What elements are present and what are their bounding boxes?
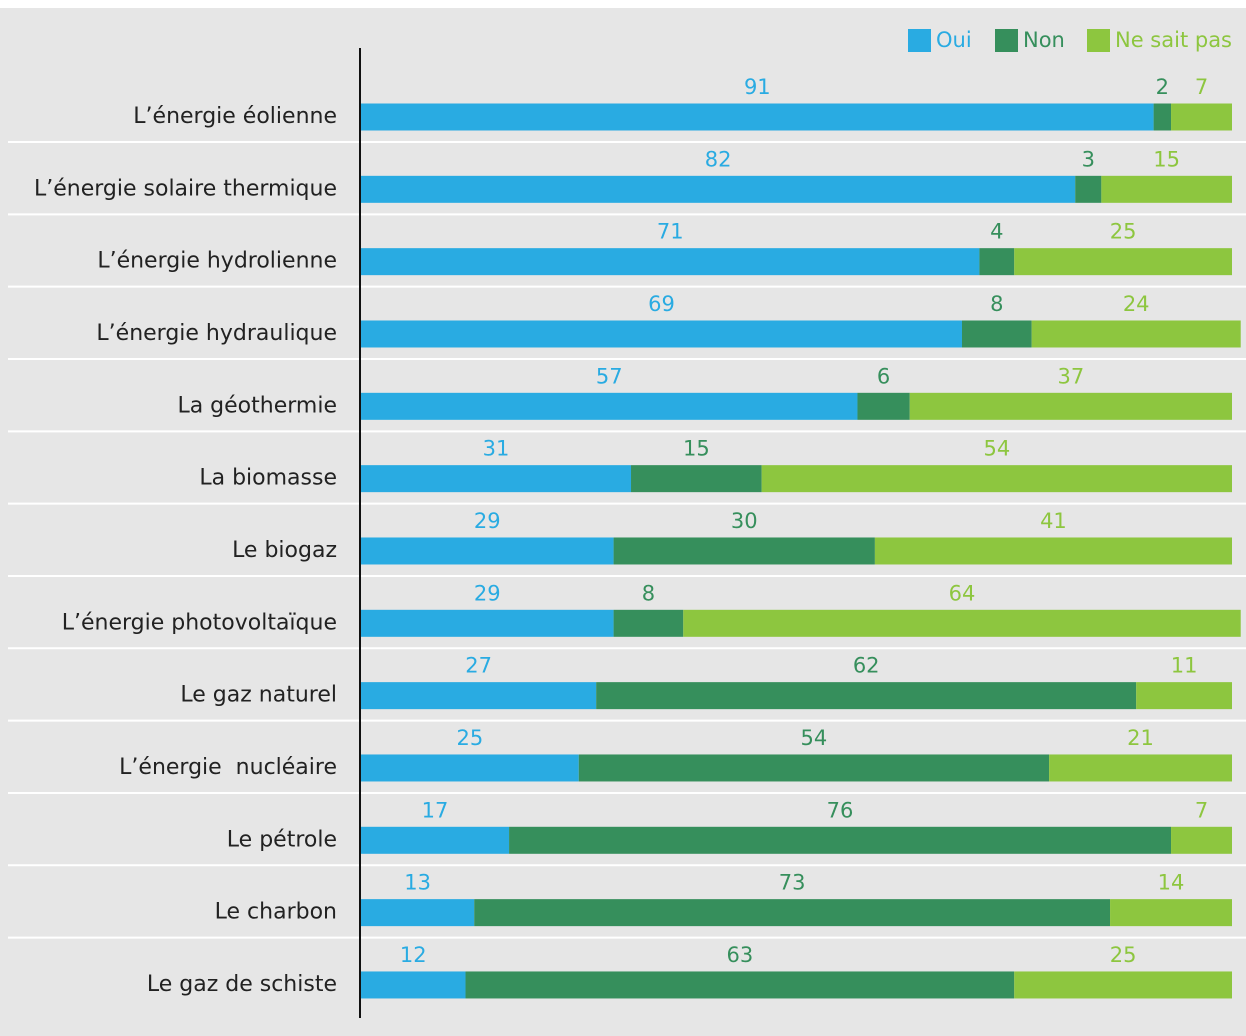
- value-label: 71: [657, 220, 684, 244]
- value-label: 64: [949, 581, 976, 605]
- value-label: 30: [731, 509, 758, 533]
- bar-segment: [361, 609, 614, 637]
- legend-swatch: [995, 29, 1018, 52]
- value-label: 37: [1057, 364, 1084, 388]
- bar-segment: [1014, 971, 1232, 999]
- value-label: 57: [596, 364, 623, 388]
- bar-segment: [361, 392, 858, 420]
- bar-segment: [361, 248, 980, 276]
- bar-segment: [474, 899, 1111, 927]
- value-label: 41: [1040, 509, 1067, 533]
- legend-swatch: [1087, 29, 1110, 52]
- value-label: 11: [1171, 654, 1198, 678]
- value-label: 14: [1158, 871, 1185, 895]
- value-label: 25: [1110, 220, 1137, 244]
- legend-label: Ne sait pas: [1115, 28, 1232, 52]
- value-label: 2: [1156, 75, 1169, 99]
- value-label: 25: [457, 726, 484, 750]
- bar-segment: [361, 103, 1154, 131]
- value-label: 8: [642, 581, 655, 605]
- bar-segment: [361, 682, 597, 710]
- category-label: L’énergie hydraulique: [96, 321, 337, 346]
- bar-segment: [1031, 320, 1241, 348]
- bar-segment: [909, 392, 1232, 420]
- category-label: La géothermie: [177, 393, 337, 418]
- category-label: Le gaz naturel: [180, 683, 337, 708]
- category-label: La biomasse: [199, 466, 337, 491]
- value-label: 69: [648, 292, 675, 316]
- legend-label: Non: [1023, 28, 1065, 52]
- category-label: L’énergie éolienne: [133, 104, 337, 129]
- value-label: 3: [1082, 147, 1095, 171]
- value-label: 8: [990, 292, 1003, 316]
- category-label: Le charbon: [215, 900, 337, 925]
- bar-segment: [509, 826, 1172, 854]
- value-label: 82: [705, 147, 732, 171]
- value-label: 25: [1110, 943, 1137, 967]
- value-label: 15: [1153, 147, 1180, 171]
- value-label: 27: [465, 654, 492, 678]
- bar-segment: [1171, 826, 1232, 854]
- category-label: L’énergie hydrolienne: [97, 249, 337, 274]
- category-label: Le pétrole: [227, 827, 337, 852]
- value-label: 12: [400, 943, 427, 967]
- bar-segment: [1171, 103, 1232, 131]
- bar-segment: [683, 609, 1241, 637]
- bar-segment: [631, 465, 762, 493]
- bar-segment: [613, 537, 875, 565]
- value-label: 29: [474, 581, 501, 605]
- bar-segment: [465, 971, 1015, 999]
- bar-segment: [874, 537, 1232, 565]
- value-label: 76: [827, 798, 854, 822]
- category-label: Le biogaz: [232, 538, 337, 563]
- bar-segment: [857, 392, 910, 420]
- value-label: 13: [404, 871, 431, 895]
- bar-segment: [1136, 682, 1232, 710]
- category-label: L’énergie photovoltaïque: [62, 610, 337, 635]
- value-label: 31: [483, 437, 510, 461]
- bar-segment: [613, 609, 684, 637]
- bar-segment: [1049, 754, 1232, 782]
- bar-segment: [361, 971, 466, 999]
- value-label: 91: [744, 75, 771, 99]
- category-label: L’énergie nucléaire: [119, 755, 337, 780]
- value-label: 54: [801, 726, 828, 750]
- bar-segment: [596, 682, 1137, 710]
- bar-segment: [578, 754, 1050, 782]
- legend-label: Oui: [936, 28, 972, 52]
- bar-segment: [361, 899, 475, 927]
- bar-segment: [979, 248, 1015, 276]
- bar-segment: [361, 826, 510, 854]
- bar-segment: [361, 175, 1076, 203]
- value-label: 7: [1195, 798, 1208, 822]
- category-label: Le gaz de schiste: [147, 972, 337, 997]
- bar-segment: [1110, 899, 1232, 927]
- bar-segment: [361, 537, 614, 565]
- value-label: 4: [990, 220, 1003, 244]
- value-label: 7: [1195, 75, 1208, 99]
- value-label: 73: [779, 871, 806, 895]
- bar-segment: [1075, 175, 1102, 203]
- value-label: 15: [683, 437, 710, 461]
- value-label: 62: [853, 654, 880, 678]
- category-label: L’énergie solaire thermique: [34, 176, 337, 201]
- value-label: 6: [877, 364, 890, 388]
- value-label: 54: [983, 437, 1010, 461]
- value-label: 17: [422, 798, 449, 822]
- bar-segment: [1101, 175, 1232, 203]
- bar-segment: [761, 465, 1232, 493]
- bar-segment: [961, 320, 1032, 348]
- bar-segment: [1153, 103, 1172, 131]
- value-label: 21: [1127, 726, 1154, 750]
- value-label: 24: [1123, 292, 1150, 316]
- bar-segment: [361, 465, 632, 493]
- bar-segment: [1014, 248, 1232, 276]
- bar-segment: [361, 320, 962, 348]
- legend-swatch: [908, 29, 931, 52]
- value-label: 63: [727, 943, 754, 967]
- bar-segment: [361, 754, 579, 782]
- value-label: 29: [474, 509, 501, 533]
